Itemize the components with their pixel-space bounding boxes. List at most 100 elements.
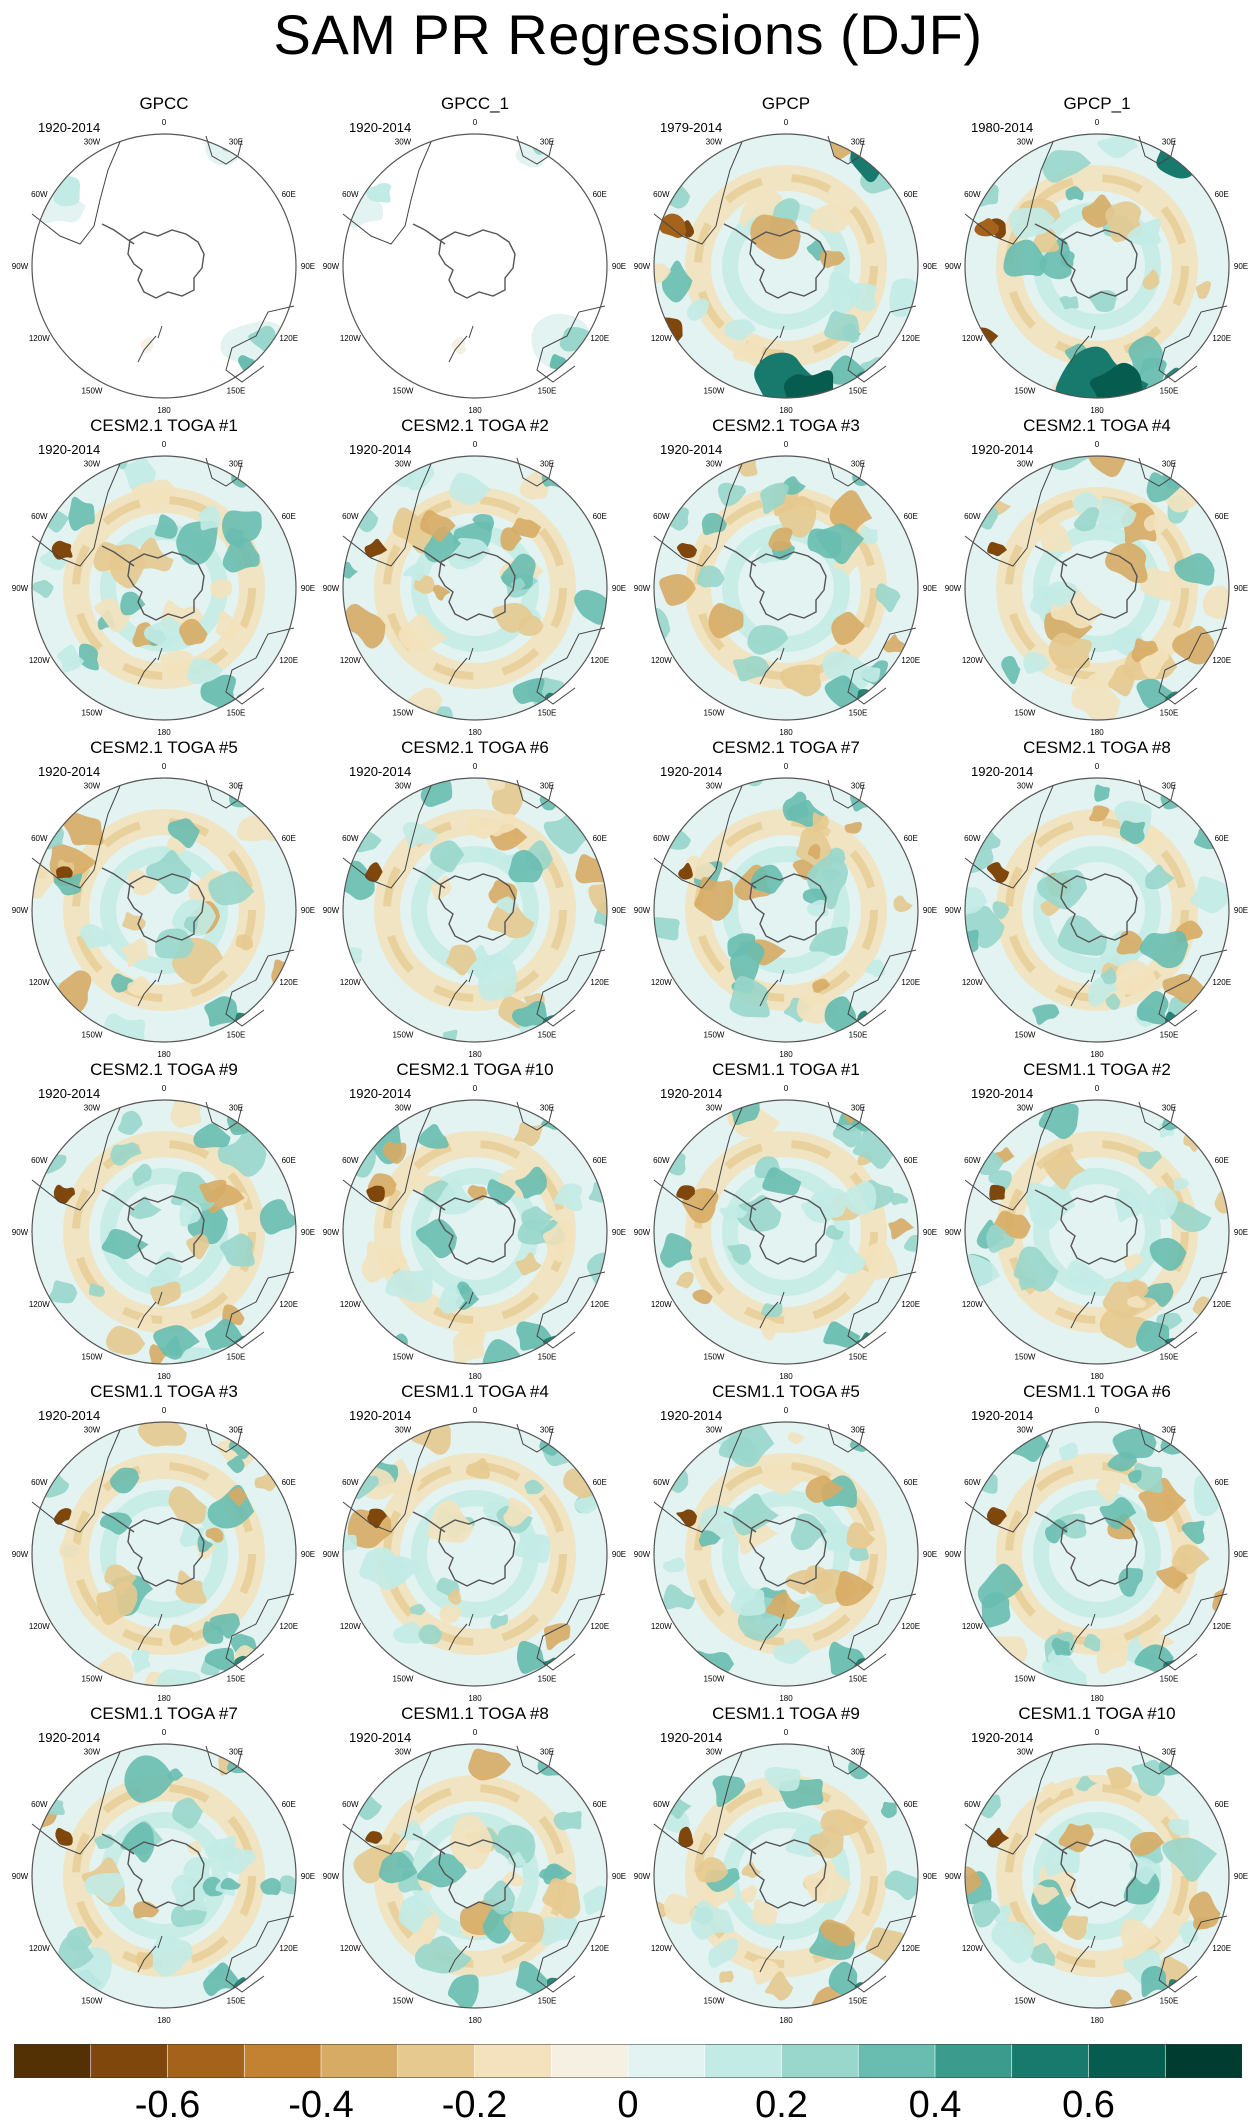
longitude-label: 180	[468, 1694, 482, 1703]
longitude-label: 150W	[82, 1353, 103, 1362]
panel-period: 1920-2014	[349, 442, 412, 457]
longitude-label: 120E	[1212, 978, 1231, 987]
map-panel: CESM1.1 TOGA #4 1920-2014 0 30E 60E 90E 120E 15…	[319, 1382, 631, 1703]
longitude-label: 0	[162, 1084, 167, 1093]
longitude-label: 150W	[82, 1997, 103, 2006]
panel-title: CESM2.1 TOGA #3	[712, 416, 860, 435]
longitude-label: 120E	[279, 1622, 298, 1631]
longitude-label: 90E	[301, 1228, 315, 1237]
longitude-label: 30W	[1017, 1425, 1034, 1434]
colorbar-swatch	[857, 2044, 936, 2078]
longitude-label: 180	[157, 1050, 171, 1059]
longitude-label: 0	[162, 762, 167, 771]
longitude-label: 120W	[962, 334, 983, 343]
page-title: SAM PR Regressions (DJF)	[273, 3, 983, 66]
longitude-label: 180	[1090, 728, 1104, 737]
map-panel: GPCC 1920-2014 0 30E 60E 90E 120E 150E 180 150W 12…	[8, 94, 320, 415]
longitude-label: 120E	[590, 1300, 609, 1309]
map-panel: CESM2.1 TOGA #4 1920-2014 0 30E 60E 90E 120E 15…	[941, 416, 1253, 737]
panel-period: 1979-2014	[660, 120, 723, 135]
longitude-label: 150E	[227, 1675, 246, 1684]
longitude-label: 90W	[323, 1872, 340, 1881]
longitude-label: 60W	[342, 834, 359, 843]
longitude-label: 60E	[282, 190, 296, 199]
longitude-label: 90E	[923, 584, 937, 593]
longitude-label: 120W	[962, 978, 983, 987]
longitude-label: 60E	[593, 834, 607, 843]
panel-title: CESM1.1 TOGA #10	[1018, 1704, 1176, 1723]
longitude-label: 60E	[593, 1800, 607, 1809]
longitude-label: 150W	[1015, 387, 1036, 396]
longitude-label: 120W	[340, 978, 361, 987]
longitude-label: 150E	[538, 1353, 557, 1362]
longitude-label: 90W	[945, 1228, 962, 1237]
panel-period: 1920-2014	[971, 764, 1034, 779]
longitude-label: 30E	[851, 1103, 865, 1112]
longitude-label: 120W	[962, 1622, 983, 1631]
longitude-label: 60W	[653, 1478, 670, 1487]
longitude-label: 0	[1095, 440, 1100, 449]
panel-title: CESM1.1 TOGA #3	[90, 1382, 238, 1401]
longitude-label: 0	[473, 1406, 478, 1415]
polar-stereographic-map: 0 30E 60E 90E 120E 150E 180 150W 120W 90W 60W 30W	[12, 762, 315, 1059]
longitude-label: 60E	[1215, 1800, 1229, 1809]
longitude-label: 0	[473, 762, 478, 771]
longitude-label: 90E	[301, 1872, 315, 1881]
longitude-label: 90W	[945, 906, 962, 915]
longitude-label: 90E	[301, 906, 315, 915]
longitude-label: 150W	[393, 1997, 414, 2006]
longitude-label: 150E	[1160, 387, 1179, 396]
panel-period: 1920-2014	[38, 120, 101, 135]
longitude-label: 30W	[1017, 1103, 1034, 1112]
longitude-label: 0	[162, 1406, 167, 1415]
longitude-label: 120W	[651, 1622, 672, 1631]
longitude-label: 0	[162, 118, 167, 127]
map-panel: CESM1.1 TOGA #6 1920-2014 0 30E 60E 90E 120E 15…	[941, 1382, 1253, 1703]
longitude-label: 90E	[923, 1550, 937, 1559]
longitude-label: 30E	[540, 1103, 554, 1112]
colorbar-tick-label: -0.2	[441, 2084, 508, 2126]
longitude-label: 30W	[84, 1747, 101, 1756]
longitude-label: 90W	[945, 1550, 962, 1559]
longitude-label: 60W	[31, 1478, 48, 1487]
panel-title: CESM2.1 TOGA #1	[90, 416, 238, 435]
panel-period: 1920-2014	[349, 120, 412, 135]
longitude-label: 90E	[1234, 262, 1248, 271]
longitude-label: 150E	[1160, 1353, 1179, 1362]
longitude-label: 90W	[634, 584, 651, 593]
longitude-label: 180	[779, 1050, 793, 1059]
colorbar-swatch	[90, 2044, 169, 2078]
longitude-label: 30W	[706, 137, 723, 146]
longitude-label: 60E	[282, 512, 296, 521]
longitude-label: 90W	[12, 1228, 29, 1237]
longitude-label: 30W	[1017, 137, 1034, 146]
panel-period: 1920-2014	[38, 764, 101, 779]
longitude-label: 150E	[849, 1031, 868, 1040]
panel-grid: GPCC 1920-2014 0 30E 60E 90E 120E 150E 180 150W 12…	[8, 94, 1253, 2025]
map-panel: CESM2.1 TOGA #6 1920-2014 0 30E 60E 90E 120E 15…	[319, 738, 631, 1059]
longitude-label: 90W	[634, 262, 651, 271]
longitude-label: 90E	[923, 262, 937, 271]
polar-stereographic-map: 0 30E 60E 90E 120E 150E 180 150W 120W 90W 60W 30W	[945, 1084, 1248, 1381]
longitude-label: 30E	[1162, 137, 1176, 146]
longitude-label: 30W	[84, 137, 101, 146]
map-panel: CESM1.1 TOGA #8 1920-2014 0 30E 60E 90E 120E 15…	[319, 1704, 631, 2025]
colorbar-swatch	[781, 2044, 860, 2078]
longitude-label: 150E	[1160, 709, 1179, 718]
longitude-label: 60E	[1215, 1478, 1229, 1487]
longitude-label: 90E	[301, 262, 315, 271]
panel-period: 1920-2014	[660, 1730, 723, 1745]
longitude-label: 60E	[904, 190, 918, 199]
longitude-label: 150E	[538, 387, 557, 396]
longitude-label: 60W	[31, 512, 48, 521]
colorbar-swatch	[1011, 2044, 1090, 2078]
longitude-label: 120W	[29, 1300, 50, 1309]
longitude-label: 60W	[653, 834, 670, 843]
longitude-label: 120E	[590, 334, 609, 343]
panel-period: 1920-2014	[38, 442, 101, 457]
longitude-label: 90E	[923, 1228, 937, 1237]
longitude-label: 150W	[704, 387, 725, 396]
colorbar-swatch	[397, 2044, 476, 2078]
longitude-label: 90W	[323, 262, 340, 271]
longitude-label: 30E	[229, 137, 243, 146]
